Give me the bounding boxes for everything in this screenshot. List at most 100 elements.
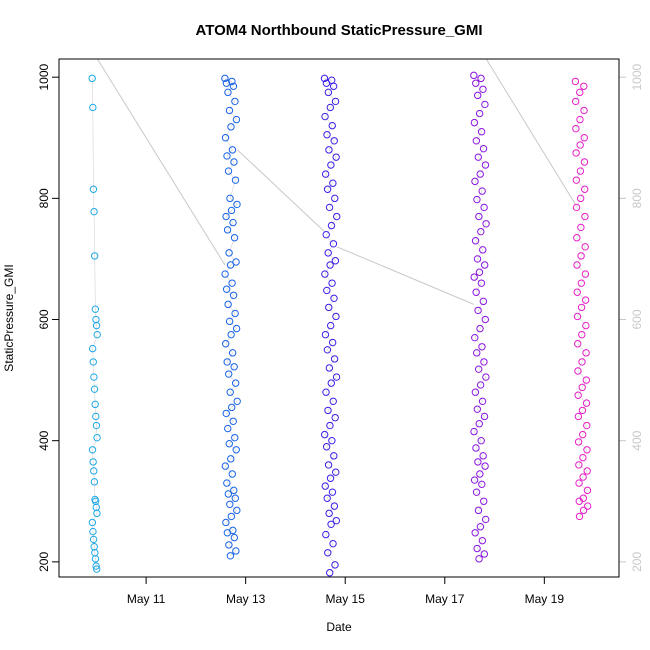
data-point	[322, 388, 330, 396]
profile-line	[329, 198, 336, 208]
data-point	[321, 330, 330, 339]
data-point	[229, 291, 238, 299]
data-point	[481, 462, 489, 470]
data-point	[472, 79, 480, 87]
data-point	[471, 388, 480, 396]
profile-line	[326, 440, 333, 447]
data-point	[328, 488, 337, 496]
y2-tick-label: 200	[630, 552, 644, 572]
profile-line	[326, 290, 335, 299]
data-point	[225, 106, 234, 115]
profile-line	[476, 346, 483, 354]
y-tick-label: 1000	[37, 64, 51, 91]
data-point	[325, 509, 333, 518]
data-point	[323, 286, 331, 295]
data-point	[575, 479, 583, 487]
data-point	[474, 506, 483, 515]
data-point	[92, 562, 100, 570]
x-tick-label: May 19	[525, 592, 565, 606]
data-point	[577, 223, 585, 232]
profile-line	[474, 526, 481, 533]
profile-line	[328, 298, 335, 308]
profile-line	[94, 499, 96, 502]
profile-line	[576, 198, 581, 208]
profile-line	[324, 116, 333, 126]
profile-line	[329, 417, 336, 426]
data-point	[231, 97, 239, 106]
profile-line	[229, 498, 236, 505]
data-point	[223, 152, 231, 160]
profile-line	[94, 389, 96, 405]
data-point	[480, 550, 489, 558]
profile-line	[325, 225, 332, 235]
profile-line	[576, 170, 581, 181]
profile-line	[229, 101, 236, 111]
data-point	[230, 234, 239, 242]
profile-line	[324, 264, 331, 275]
profile-line	[475, 240, 483, 251]
profile-line	[228, 237, 235, 253]
data-point	[573, 288, 581, 296]
data-point	[332, 153, 340, 161]
profile-line	[477, 249, 484, 260]
data-point	[226, 552, 235, 560]
data-point	[89, 103, 97, 112]
data-point	[331, 97, 340, 106]
data-point	[580, 134, 588, 142]
data-point	[320, 74, 329, 83]
data-point	[481, 515, 490, 524]
data-point	[473, 195, 481, 204]
profile-line	[575, 81, 584, 87]
profile-line	[477, 461, 486, 467]
profile-line	[477, 89, 484, 96]
data-point	[481, 315, 489, 324]
data-point	[89, 458, 97, 466]
data-point	[472, 137, 481, 145]
data-point	[88, 344, 97, 353]
profile-line	[227, 304, 236, 314]
data-point	[88, 518, 97, 527]
profile-line	[577, 307, 582, 317]
data-point	[91, 305, 100, 313]
data-point	[324, 461, 333, 469]
flight-track-lines	[91, 58, 588, 573]
profile-line	[331, 216, 337, 226]
profile-line	[478, 368, 487, 378]
data-point	[474, 458, 482, 466]
data-point	[479, 85, 487, 93]
data-point	[323, 185, 332, 193]
data-point	[223, 226, 232, 234]
data-point	[477, 227, 485, 236]
profile-line	[227, 361, 235, 368]
data-point	[88, 74, 96, 83]
profile-line	[478, 501, 484, 511]
data-point	[329, 240, 338, 248]
profile-line	[93, 470, 95, 482]
data-point	[327, 321, 335, 330]
profile-line	[577, 334, 583, 344]
data-point	[571, 97, 580, 106]
profile-line	[327, 189, 336, 199]
profile-line	[326, 498, 335, 507]
profile-line	[326, 491, 333, 499]
profile-line	[226, 407, 232, 414]
profile-line	[580, 246, 586, 257]
data-point	[225, 440, 233, 448]
data-point	[578, 406, 587, 415]
data-point	[233, 506, 241, 515]
data-point	[476, 470, 484, 478]
profile-line	[96, 425, 98, 438]
data-point	[89, 185, 98, 193]
profile-line	[94, 404, 97, 417]
data-point	[321, 170, 330, 178]
data-point	[93, 509, 101, 518]
profile-line	[474, 328, 481, 338]
profile-line	[477, 310, 486, 320]
profile-line	[324, 107, 331, 117]
profile-line	[92, 449, 94, 462]
data-point	[227, 206, 236, 215]
profile-line	[231, 510, 238, 517]
data-point	[573, 261, 581, 269]
data-point	[330, 137, 338, 145]
data-points	[88, 71, 592, 577]
